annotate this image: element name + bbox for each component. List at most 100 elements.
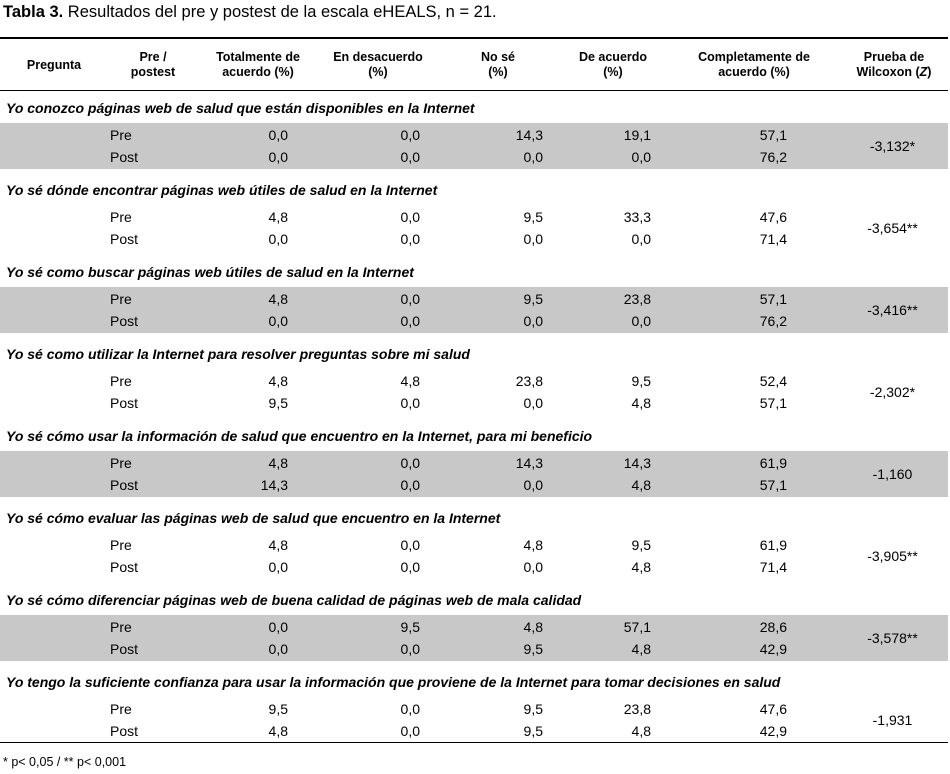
wilcoxon-value: -1,931 (872, 712, 913, 728)
header-totalmente: Totalmente de acuerdo (%) (216, 50, 300, 79)
table-cell: 0,0 (268, 559, 288, 575)
row-label-pre: Pre (110, 455, 132, 471)
wilcoxon-value: -3,416** (867, 302, 918, 318)
table-cell: 0,0 (523, 149, 543, 165)
table-cell: 9,5 (400, 619, 420, 635)
shaded-row-band (0, 287, 948, 333)
table-cell: 76,2 (759, 313, 787, 329)
question-title: Yo sé como utilizar la Internet para res… (6, 346, 470, 362)
table-cell: 0,0 (400, 313, 420, 329)
table-cell: 47,6 (759, 701, 787, 717)
table-cell: 4,8 (631, 641, 651, 657)
row-label-post: Post (110, 723, 139, 739)
table-cell: 57,1 (759, 291, 787, 307)
header-deacuerdo: De acuerdo (%) (578, 50, 648, 79)
wilcoxon-value: -2,302* (869, 384, 916, 400)
table-cell: 0,0 (400, 231, 420, 247)
question-title: Yo sé cómo evaluar las páginas web de sa… (6, 510, 501, 526)
table-cell: 52,4 (759, 373, 787, 389)
shaded-row-band (0, 615, 948, 661)
header-completamente: Completamente de acuerdo (%) (698, 50, 810, 79)
table-cell: 0,0 (400, 537, 420, 553)
table-cell: 61,9 (759, 537, 787, 553)
question-title: Yo sé dónde encontrar páginas web útiles… (6, 182, 438, 198)
table-cell: 0,0 (631, 313, 651, 329)
table-cell: 4,8 (631, 477, 651, 493)
question-title: Yo sé como buscar páginas web útiles de … (6, 264, 414, 280)
header-pregunta: Pregunta (26, 57, 82, 72)
table-cell: 4,8 (268, 209, 288, 225)
table-cell: 76,2 (759, 149, 787, 165)
row-label-pre: Pre (110, 619, 132, 635)
row-label-post: Post (110, 231, 139, 247)
wilcoxon-value: -3,905** (867, 548, 918, 564)
table-cell: 14,3 (515, 127, 543, 143)
table-cell: 4,8 (631, 559, 651, 575)
table-cell: 0,0 (400, 559, 420, 575)
bottom-rule (0, 742, 948, 743)
question-title: Yo conozco páginas web de salud que está… (6, 100, 475, 116)
table-cell: 14,3 (515, 455, 543, 471)
table-cell: 19,1 (623, 127, 651, 143)
table-cell: 42,9 (759, 723, 787, 739)
question-title: Yo tengo la suficiente confianza para us… (6, 674, 781, 690)
table-caption-label: Tabla 3. (3, 3, 64, 21)
header-rule (0, 90, 948, 91)
table-cell: 0,0 (631, 149, 651, 165)
table-cell: 47,6 (759, 209, 787, 225)
table-cell: 0,0 (400, 291, 420, 307)
table-cell: 0,0 (268, 149, 288, 165)
row-label-pre: Pre (110, 291, 132, 307)
table-cell: 71,4 (759, 559, 787, 575)
table-cell: 0,0 (268, 641, 288, 657)
table-cell: 57,1 (759, 395, 787, 411)
top-rule (0, 37, 948, 39)
table-cell: 28,6 (759, 619, 787, 635)
table-cell: 0,0 (400, 455, 420, 471)
row-label-pre: Pre (110, 127, 132, 143)
table-cell: 14,3 (623, 455, 651, 471)
table-cell: 4,8 (268, 291, 288, 307)
header-wilcoxon: Prueba de Wilcoxon (Z) (856, 50, 932, 79)
question-title: Yo sé cómo diferenciar páginas web de bu… (6, 592, 582, 608)
row-label-post: Post (110, 313, 139, 329)
table-cell: 9,5 (523, 723, 543, 739)
table-cell: 4,8 (268, 537, 288, 553)
wilcoxon-value: -3,132* (869, 138, 916, 154)
row-label-pre: Pre (110, 209, 132, 225)
table-cell: 4,8 (631, 395, 651, 411)
table-cell: 57,1 (623, 619, 651, 635)
table-cell: 0,0 (268, 231, 288, 247)
table-cell: 33,3 (623, 209, 651, 225)
table-cell: 14,3 (260, 477, 288, 493)
shaded-row-band (0, 123, 948, 169)
wilcoxon-value: -1,160 (872, 466, 913, 482)
table-cell: 9,5 (523, 701, 543, 717)
table-cell: 0,0 (400, 149, 420, 165)
table-cell: 0,0 (400, 723, 420, 739)
table-cell: 9,5 (268, 701, 288, 717)
table-cell: 23,8 (623, 701, 651, 717)
table-cell: 4,8 (268, 723, 288, 739)
table-cell: 0,0 (523, 559, 543, 575)
table-cell: 57,1 (759, 127, 787, 143)
table-cell: 23,8 (623, 291, 651, 307)
row-label-post: Post (110, 559, 139, 575)
table-cell: 0,0 (400, 209, 420, 225)
table-cell: 4,8 (268, 373, 288, 389)
table-cell: 0,0 (268, 313, 288, 329)
table-cell: 4,8 (631, 723, 651, 739)
table-caption-text: Resultados del pre y postest de la escal… (63, 3, 497, 21)
table-cell: 0,0 (631, 231, 651, 247)
table-cell: 0,0 (523, 231, 543, 247)
row-label-pre: Pre (110, 537, 132, 553)
table-cell: 0,0 (268, 127, 288, 143)
header-prepost: Pre / postest (130, 50, 176, 79)
table-cell: 9,5 (631, 537, 651, 553)
header-nose: No sé (%) (480, 50, 516, 79)
table-cell: 71,4 (759, 231, 787, 247)
table-cell: 61,9 (759, 455, 787, 471)
footnote: * p< 0,05 / ** p< 0,001 (3, 755, 127, 769)
row-label-pre: Pre (110, 701, 132, 717)
table-cell: 0,0 (400, 395, 420, 411)
